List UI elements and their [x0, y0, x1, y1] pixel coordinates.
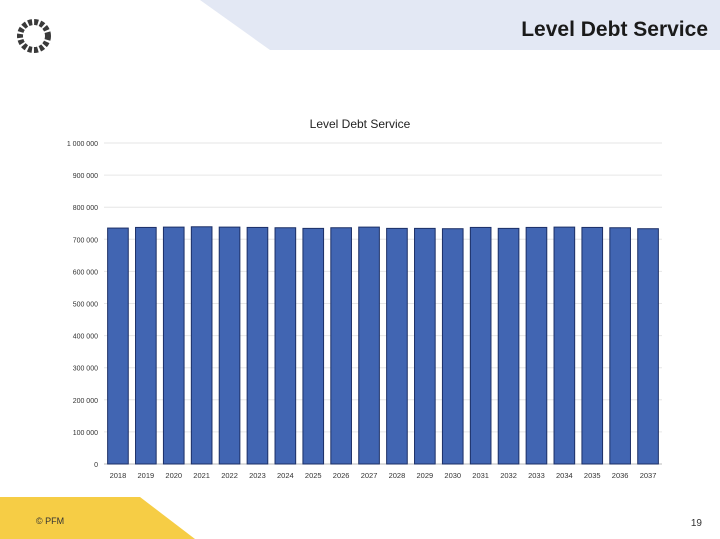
- debt-service-chart: Level Debt Service 0 100 000 200 000 300 00…: [67, 117, 662, 480]
- bar-2032: [497, 227, 520, 465]
- copyright-text: © PFM: [36, 516, 65, 526]
- chart-title: Level Debt Service: [310, 117, 411, 131]
- bar-2037: [637, 228, 659, 465]
- bar-2019: [135, 226, 157, 465]
- x-tick-label: 2031: [472, 471, 489, 480]
- bar-2035: [581, 226, 604, 465]
- bar-2028: [386, 227, 408, 465]
- bar-2029: [414, 227, 436, 465]
- x-tick-label: 2019: [138, 471, 155, 480]
- bar-2031: [469, 226, 492, 465]
- x-tick-label: 2034: [556, 471, 573, 480]
- bar-2018: [107, 227, 129, 465]
- y-tick-label: 600 000: [73, 269, 98, 276]
- x-tick-label: 2030: [444, 471, 461, 480]
- x-tick-label: 2025: [305, 471, 322, 480]
- bar-2022: [218, 226, 241, 465]
- y-tick-label: 500 000: [73, 302, 98, 309]
- bar-2027: [358, 226, 380, 465]
- x-tick-label: 2021: [193, 471, 210, 480]
- header-band: [200, 0, 720, 50]
- bar-2030: [441, 228, 464, 465]
- page-number: 19: [690, 518, 702, 529]
- x-tick-label: 2018: [110, 471, 127, 480]
- x-tick-label: 2036: [612, 471, 629, 480]
- x-tick-label: 2024: [277, 471, 294, 480]
- y-tick-label: 800 000: [73, 205, 98, 212]
- bar-2026: [330, 227, 352, 465]
- x-tick-label: 2027: [361, 471, 378, 480]
- bar-2023: [246, 226, 269, 465]
- y-tick-label: 0: [94, 462, 98, 469]
- x-axis-ticks: 2018 2019 2020 2021 2022 2023 2024 2025 2026 2027…: [110, 471, 657, 480]
- slide-title: Level Debt Service: [521, 18, 708, 41]
- x-tick-label: 2035: [584, 471, 601, 480]
- x-tick-label: 2033: [528, 471, 545, 480]
- x-tick-label: 2023: [249, 471, 266, 480]
- bar-2033: [525, 226, 548, 465]
- footer-band: [0, 497, 195, 539]
- y-tick-label: 200 000: [73, 398, 98, 405]
- x-tick-label: 2029: [417, 471, 434, 480]
- bar-2020: [162, 226, 185, 465]
- x-tick-label: 2037: [640, 471, 657, 480]
- x-tick-label: 2022: [221, 471, 238, 480]
- footer-band-shape: [0, 497, 195, 539]
- x-tick-label: 2028: [389, 471, 406, 480]
- y-tick-label: 100 000: [73, 430, 98, 437]
- y-tick-label: 300 000: [73, 366, 98, 373]
- gridlines: [104, 142, 662, 465]
- x-tick-label: 2026: [333, 471, 350, 480]
- bar-2034: [553, 226, 576, 465]
- bar-2036: [609, 227, 631, 465]
- y-axis-ticks: 0 100 000 200 000 300 000 400 000 500 000 600 …: [67, 141, 98, 469]
- pfm-logo-icon: [14, 16, 54, 61]
- bars: [107, 226, 659, 465]
- y-tick-label: 900 000: [73, 173, 98, 180]
- bar-2024: [274, 227, 297, 465]
- header-band-shape: [200, 0, 720, 50]
- bar-2021: [190, 226, 213, 465]
- y-tick-label: 1 000 000: [67, 141, 98, 148]
- y-tick-label: 700 000: [73, 237, 98, 244]
- bar-2025: [302, 227, 325, 465]
- y-tick-label: 400 000: [73, 334, 98, 341]
- x-tick-label: 2020: [165, 471, 182, 480]
- x-tick-label: 2032: [500, 471, 517, 480]
